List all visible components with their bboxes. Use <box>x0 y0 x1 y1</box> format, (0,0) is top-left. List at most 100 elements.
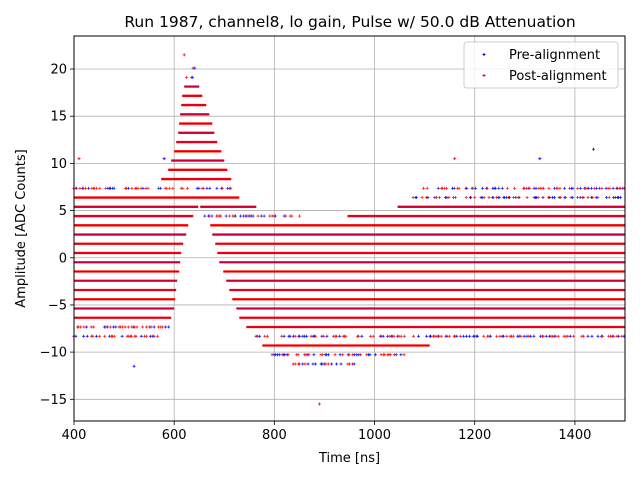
pre-alignment-point <box>120 334 124 338</box>
pre-alignment-point <box>534 186 538 190</box>
pre-alignment-point <box>74 334 78 338</box>
pre-alignment-point <box>87 186 91 190</box>
y-tick-label: −10 <box>40 346 67 361</box>
post-alignment-point <box>586 196 590 200</box>
outlier-point <box>77 157 81 161</box>
pre-alignment-point <box>288 334 292 338</box>
post-alignment-point <box>389 353 392 357</box>
pre-alignment-point <box>210 214 214 218</box>
post-alignment-point <box>454 196 458 200</box>
pre-alignment-point <box>277 353 281 357</box>
pre-alignment-point <box>114 325 118 329</box>
y-tick-label: 20 <box>50 63 67 78</box>
post-alignment-point <box>75 186 79 190</box>
pre-alignment-point <box>544 334 548 338</box>
post-alignment-point <box>447 334 451 338</box>
post-alignment-point <box>227 214 231 218</box>
outlier-point <box>453 157 457 161</box>
pre-alignment-point <box>205 186 209 190</box>
pre-alignment-point <box>553 196 557 200</box>
pre-alignment-point <box>95 334 99 338</box>
post-alignment-point <box>263 334 267 338</box>
post-alignment-point <box>298 214 302 218</box>
outlier-point <box>591 147 595 151</box>
post-alignment-point <box>392 334 396 338</box>
post-alignment-point <box>438 196 442 200</box>
post-alignment-point <box>320 353 324 357</box>
post-alignment-point <box>487 196 491 200</box>
chart-title: Run 1987, channel8, lo gain, Pulse w/ 50… <box>124 13 575 31</box>
post-alignment-point <box>445 186 449 190</box>
outlier-point <box>182 53 186 57</box>
pre-alignment-point <box>352 362 356 366</box>
pre-alignment-point <box>233 214 237 218</box>
pre-alignment-point <box>532 334 536 338</box>
pre-alignment-point <box>262 214 266 218</box>
post-alignment-point <box>145 325 149 329</box>
post-alignment-point <box>91 334 95 338</box>
pre-alignment-point <box>139 334 143 338</box>
post-alignment-point <box>313 334 317 338</box>
post-alignment-point <box>83 186 87 190</box>
pre-alignment-point <box>314 362 318 366</box>
pre-alignment-point <box>394 353 398 357</box>
post-alignment-point <box>572 334 576 338</box>
post-alignment-point <box>202 186 206 190</box>
post-alignment-point <box>79 325 83 329</box>
post-alignment-point <box>303 362 307 366</box>
y-axis-label: Amplitude [ADC Counts] <box>14 149 29 307</box>
post-alignment-point <box>108 325 112 329</box>
pre-alignment-point <box>476 334 480 338</box>
y-tick-label: 10 <box>50 157 67 172</box>
pre-alignment-point <box>273 214 277 218</box>
post-alignment-point <box>517 196 521 200</box>
pre-alignment-point <box>112 186 116 190</box>
x-axis-label: Time [ns] <box>318 451 380 466</box>
legend-label-post-alignment: Post-alignment <box>509 69 607 84</box>
post-alignment-point <box>511 334 515 338</box>
pre-alignment-point <box>529 334 533 338</box>
pre-alignment-point <box>436 186 440 190</box>
pre-alignment-point <box>399 353 403 357</box>
pre-alignment-point <box>164 325 168 329</box>
pre-alignment-point <box>508 196 512 200</box>
pre-alignment-point <box>152 334 156 338</box>
post-alignment-point <box>591 196 595 200</box>
pre-alignment-point <box>469 196 473 200</box>
pre-alignment-point <box>595 186 599 190</box>
legend: Pre-alignment Post-alignment <box>463 41 619 89</box>
post-alignment-point <box>326 362 330 366</box>
pre-alignment-point <box>373 353 377 357</box>
pre-alignment-point <box>85 325 89 329</box>
post-alignment-point <box>284 214 288 218</box>
x-tick-label: 400 <box>62 428 87 443</box>
post-alignment-point <box>422 186 426 190</box>
pre-alignment-point <box>500 186 504 190</box>
legend-label-pre-alignment: Pre-alignment <box>509 48 600 63</box>
pre-alignment-point <box>203 214 207 218</box>
pre-alignment-point <box>193 66 197 70</box>
post-alignment-point <box>120 325 124 329</box>
post-alignment-point <box>383 353 387 357</box>
y-axis-ticks: −15 −10 −5 0 5 10 15 20 <box>40 63 74 408</box>
pre-alignment-point <box>604 196 608 200</box>
post-alignment-point <box>473 196 477 200</box>
grid <box>73 36 625 421</box>
post-alignment-point <box>559 196 563 200</box>
pre-alignment-point <box>330 362 334 366</box>
pre-alignment-point <box>105 325 109 329</box>
post-alignment-point <box>582 334 586 338</box>
post-alignment-point <box>541 334 545 338</box>
outlier-point <box>317 402 321 406</box>
post-alignment-point <box>411 334 415 338</box>
post-alignment-point <box>333 353 337 357</box>
x-tick-label: 600 <box>162 428 187 443</box>
post-alignment-point <box>525 196 529 200</box>
pre-alignment-point <box>352 353 356 357</box>
pre-alignment-point <box>126 186 130 190</box>
post-alignment-point <box>186 186 190 190</box>
pre-alignment-point <box>462 334 466 338</box>
post-alignment-point <box>612 334 616 338</box>
x-tick-label: 1200 <box>458 428 491 443</box>
